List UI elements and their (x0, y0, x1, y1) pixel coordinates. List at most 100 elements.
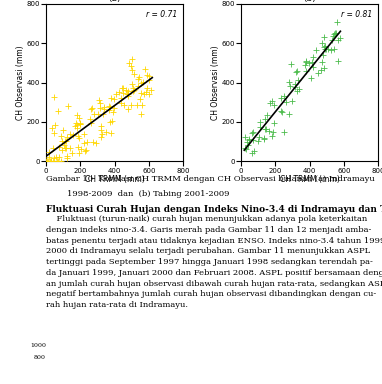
Point (271, 120, 277, 126)
Point (139, 102, 146, 108)
Point (242, 145, 248, 151)
Point (270, 102, 277, 108)
Text: batas penentu terjadi atau tidaknya kejadian ENSO. Indeks nino-3.4 tahun 1999-: batas penentu terjadi atau tidaknya keja… (46, 237, 382, 245)
Point (261, 136, 267, 142)
Title: (b): (b) (303, 0, 316, 3)
Point (294, 68, 300, 74)
Point (138, 79, 144, 86)
Point (261, 136, 267, 142)
Point (72, 123, 78, 129)
Point (320, 33, 327, 40)
Point (265, 127, 272, 134)
Point (125, 91, 131, 97)
Point (129, 84, 136, 91)
Point (129, 67, 135, 73)
Text: r = 0.81: r = 0.81 (342, 10, 373, 19)
Point (49, 124, 55, 131)
Point (69, 151, 75, 157)
Point (73, 120, 79, 126)
Point (325, 46, 332, 52)
Point (74, 112, 80, 118)
Point (118, 99, 124, 106)
Text: Fluktuasi (turun-naik) curah hujan menunjukkan adanya pola keterkaitan: Fluktuasi (turun-naik) curah hujan menun… (46, 215, 367, 223)
Point (110, 96, 117, 102)
Point (107, 119, 113, 126)
Point (320, 52, 326, 58)
Point (54, 158, 60, 164)
Point (289, 98, 295, 104)
Point (77, 121, 83, 127)
Point (246, 136, 252, 142)
Point (328, 47, 334, 53)
Point (269, 98, 275, 104)
Point (82, 147, 88, 154)
Point (143, 89, 149, 96)
Point (126, 60, 133, 66)
X-axis label: CH TRMM (mm): CH TRMM (mm) (280, 175, 339, 184)
Point (315, 70, 321, 76)
Point (45, 158, 51, 164)
Text: 800: 800 (34, 354, 46, 360)
Point (277, 108, 283, 114)
Point (249, 130, 255, 136)
Point (281, 129, 287, 135)
Point (320, 44, 327, 50)
Point (64, 134, 70, 140)
Point (249, 150, 255, 156)
Point (50, 158, 56, 164)
Point (50, 145, 56, 151)
Point (118, 94, 124, 101)
Point (83, 147, 89, 153)
Point (63, 137, 69, 144)
Point (81, 131, 87, 137)
Y-axis label: CH Observasi (mm): CH Observasi (mm) (211, 45, 220, 120)
Point (332, 30, 338, 36)
Point (109, 118, 115, 124)
Point (76, 150, 82, 156)
Point (102, 129, 108, 135)
Point (58, 133, 64, 139)
Point (313, 47, 319, 53)
Point (131, 71, 137, 78)
Point (44, 158, 50, 164)
Point (46, 149, 52, 156)
Point (99, 127, 105, 133)
Point (97, 99, 103, 106)
Point (144, 84, 150, 91)
Point (323, 45, 329, 51)
Point (76, 135, 82, 141)
Point (125, 88, 131, 94)
Point (281, 93, 287, 99)
Point (321, 65, 327, 71)
Text: negatif bertambahnya jumlah curah hujan observasi dibandingkan dengan cu-: negatif bertambahnya jumlah curah hujan … (46, 290, 376, 298)
Point (295, 77, 301, 83)
Point (78, 120, 84, 126)
Point (51, 94, 57, 100)
Text: Gambar 10  Korelasi CH TRMM dengan CH Observasi bulanan (a) Indramayu: Gambar 10 Korelasi CH TRMM dengan CH Obs… (46, 175, 375, 183)
Point (63, 145, 69, 151)
Point (256, 134, 262, 140)
Point (45, 154, 52, 161)
Point (64, 153, 70, 159)
Point (279, 109, 285, 115)
X-axis label: CH TRMM (mm): CH TRMM (mm) (85, 175, 144, 184)
Point (121, 101, 127, 108)
Point (330, 33, 336, 39)
Point (146, 73, 152, 79)
Point (111, 105, 117, 111)
Point (250, 137, 256, 143)
Point (89, 104, 95, 111)
Point (62, 145, 68, 151)
Point (303, 58, 309, 64)
Point (141, 91, 147, 98)
Point (255, 137, 261, 144)
Text: tertinggi pada September 1997 hingga Januari 1998 sedangkan terendah pa-: tertinggi pada September 1997 hingga Jan… (46, 258, 373, 266)
Point (97, 105, 103, 111)
Point (65, 103, 71, 109)
Title: (a): (a) (108, 0, 121, 3)
Point (257, 124, 264, 130)
Point (59, 138, 65, 144)
Point (322, 46, 328, 52)
Text: an jumlah curah hujan observasi dibawah curah hujan rata-rata, sedangkan ASPL: an jumlah curah hujan observasi dibawah … (46, 280, 382, 288)
Point (246, 137, 252, 143)
